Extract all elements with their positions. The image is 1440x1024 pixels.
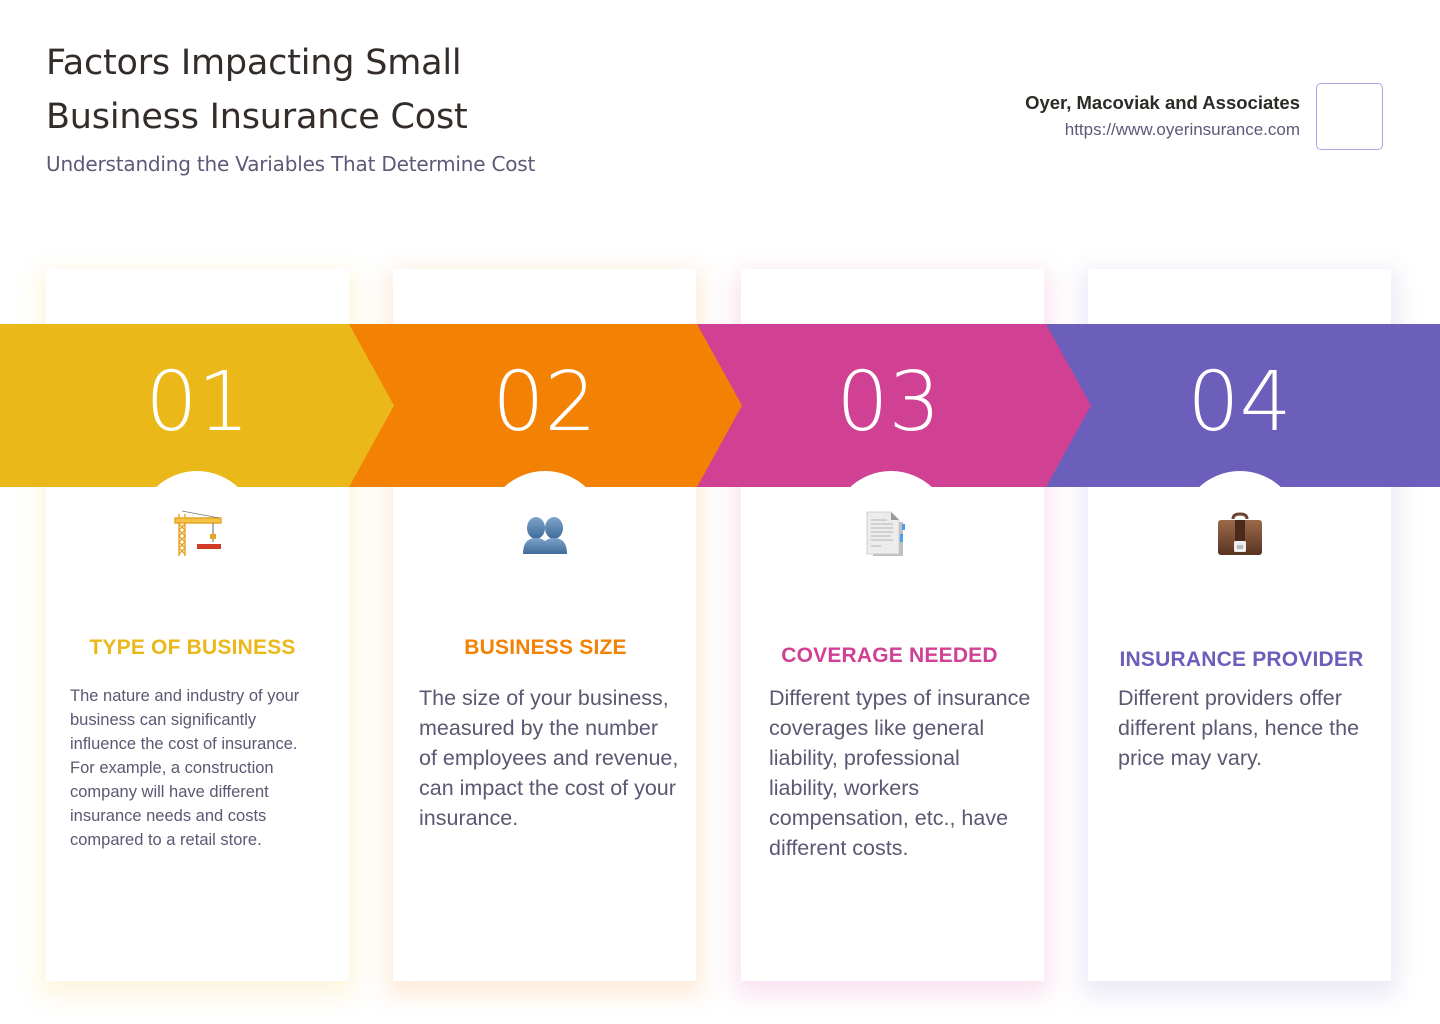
step-arrow-02 — [349, 324, 742, 487]
step-number-02: 02 — [492, 355, 597, 450]
icon-circle-01 — [137, 471, 257, 591]
factor-body-04: Different providers offer different plan… — [1118, 686, 1360, 770]
step-arrow-banner — [0, 324, 1440, 487]
step-arrow-01 — [0, 324, 394, 487]
factor-heading-01: TYPE OF BUSINESS — [89, 636, 296, 659]
construction-crane-icon — [46, 508, 349, 560]
brand-url[interactable]: https://www.oyerinsurance.com — [1064, 120, 1300, 139]
step-number-03: 03 — [836, 355, 941, 450]
factor-heading-03: COVERAGE NEEDED — [781, 644, 998, 667]
logo-placeholder — [1316, 83, 1383, 150]
factor-body-01: The nature and industry of your business… — [70, 687, 300, 849]
people-icon — [393, 508, 696, 560]
documents-icon — [737, 508, 1040, 560]
brand-block: Oyer, Macoviak and Associates https://ww… — [1025, 90, 1300, 144]
step-number-04: 04 — [1187, 355, 1292, 450]
step-number-01: 01 — [145, 355, 250, 450]
brand-name: Oyer, Macoviak and Associates — [1025, 92, 1300, 113]
step-arrow-03 — [697, 324, 1091, 487]
factor-heading-04: INSURANCE PROVIDER — [1119, 648, 1364, 671]
factor-heading-02: BUSINESS SIZE — [464, 636, 627, 659]
page-subtitle: Understanding the Variables That Determi… — [46, 152, 536, 176]
factor-body-03: Different types of insurance coverages l… — [769, 686, 1031, 860]
page-title: Factors Impacting Small Business Insuran… — [46, 43, 468, 137]
factor-body-02: The size of your business, measured by t… — [419, 686, 679, 830]
briefcase-icon — [1088, 508, 1391, 560]
step-arrow-04 — [1046, 324, 1440, 487]
